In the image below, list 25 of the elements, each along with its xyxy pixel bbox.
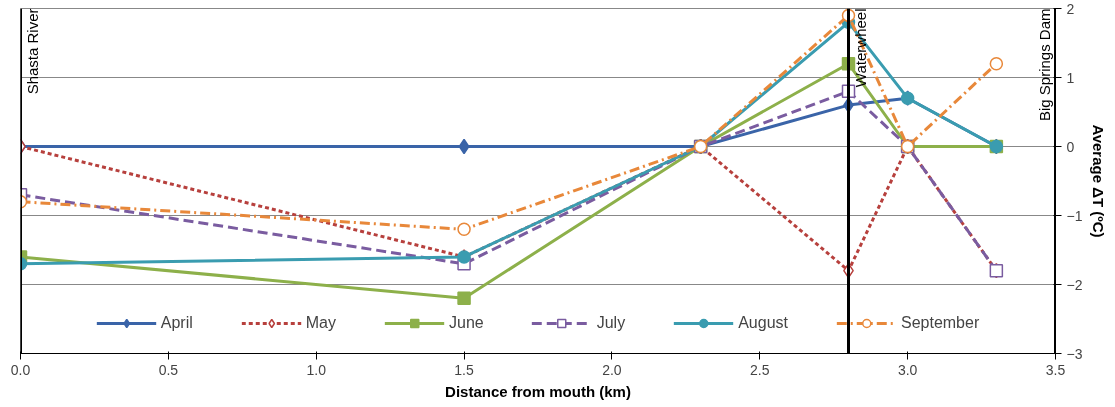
x-axis-title: Distance from mouth (km) <box>445 382 631 400</box>
x-tick-label: 2.5 <box>750 361 770 378</box>
ref-line-label: Waterwheel <box>851 8 869 88</box>
y-tick-label: −2 <box>1066 276 1083 293</box>
legend-label: May <box>305 314 337 332</box>
legend-label: June <box>449 314 484 332</box>
x-tick-label: 2.0 <box>602 361 622 378</box>
y-tick-label: 2 <box>1066 0 1075 17</box>
y-tick-label: 0 <box>1066 138 1075 155</box>
x-tick-label: 3.5 <box>1045 361 1066 378</box>
legend-label: April <box>160 314 193 332</box>
ref-line-label: Big Springs Dam <box>1035 8 1053 122</box>
y-tick-label: −1 <box>1066 207 1083 224</box>
x-tick-label: 0.5 <box>158 361 179 378</box>
x-tick-label: 1.0 <box>306 361 327 378</box>
x-tick-label: 0.0 <box>10 361 31 378</box>
legend-label: September <box>900 314 980 332</box>
x-tick-label: 3.0 <box>897 361 918 378</box>
y-tick-label: 1 <box>1066 69 1075 86</box>
ref-line-label: Shasta River <box>23 8 41 95</box>
x-tick-label: 1.5 <box>454 361 475 378</box>
legend-label: August <box>738 314 788 332</box>
y-tick-label: −3 <box>1066 345 1083 362</box>
y-axis-title: Average ΔT (ºC) <box>1090 124 1108 238</box>
legend-label: July <box>596 314 626 332</box>
